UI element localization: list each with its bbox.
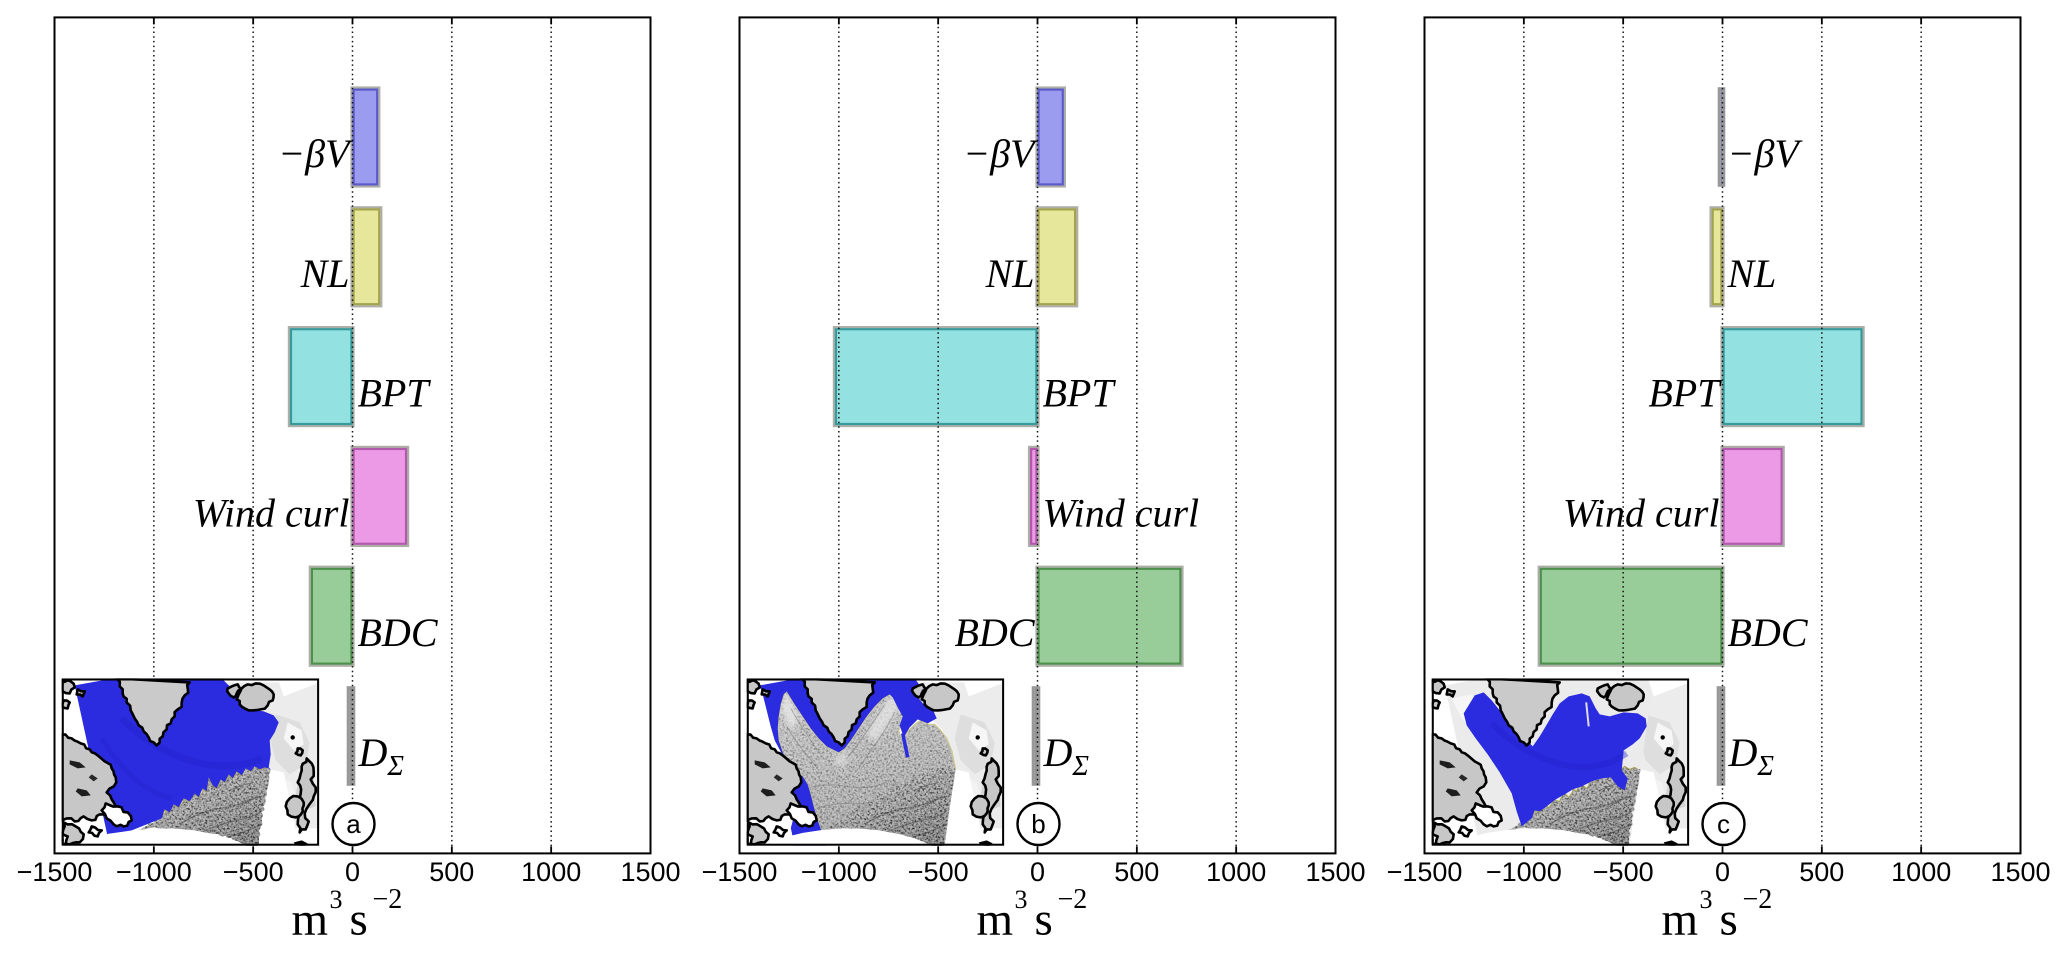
svg-text:−500: −500 (223, 857, 284, 887)
svg-text:m3s−2: m3 s −2 (977, 884, 1088, 945)
svg-text:BPT: BPT (1648, 371, 1722, 416)
svg-text:m3s−2: m3 s −2 (292, 884, 403, 945)
svg-text:−1500: −1500 (1387, 857, 1463, 887)
svg-text:BPT: BPT (358, 371, 432, 416)
svg-text:1500: 1500 (620, 857, 680, 887)
svg-text:−βV: −βV (278, 131, 354, 176)
svg-text:1500: 1500 (1990, 857, 2050, 887)
svg-text:BPT: BPT (1043, 371, 1117, 416)
svg-text:1000: 1000 (1206, 857, 1266, 887)
svg-text:500: 500 (1799, 857, 1844, 887)
svg-text:c: c (1717, 809, 1730, 839)
svg-text:Wind curl: Wind curl (1563, 490, 1720, 535)
svg-text:b: b (1031, 809, 1045, 839)
svg-text:−1000: −1000 (1486, 857, 1562, 887)
svg-text:1000: 1000 (1891, 857, 1951, 887)
svg-text:Wind curl: Wind curl (193, 490, 350, 535)
svg-text:Wind curl: Wind curl (1043, 490, 1200, 535)
svg-text:0: 0 (1715, 857, 1730, 887)
svg-text:0: 0 (1030, 857, 1045, 887)
svg-text:−1000: −1000 (116, 857, 192, 887)
svg-text:NL: NL (985, 251, 1035, 296)
svg-text:−1000: −1000 (801, 857, 877, 887)
svg-text:NL: NL (300, 251, 350, 296)
svg-text:BDC: BDC (1728, 610, 1809, 655)
svg-text:DΣ: DΣ (358, 730, 405, 782)
svg-text:0: 0 (345, 857, 360, 887)
svg-text:−βV: −βV (1728, 131, 1804, 176)
svg-text:1000: 1000 (521, 857, 581, 887)
svg-text:m3s−2: m3 s −2 (1662, 884, 1773, 945)
svg-text:−500: −500 (908, 857, 969, 887)
svg-text:NL: NL (1727, 251, 1777, 296)
svg-text:−1500: −1500 (17, 857, 93, 887)
svg-text:−βV: −βV (963, 131, 1039, 176)
svg-text:1500: 1500 (1305, 857, 1365, 887)
svg-text:BDC: BDC (955, 610, 1036, 655)
svg-text:500: 500 (429, 857, 474, 887)
svg-text:a: a (346, 809, 361, 839)
svg-text:500: 500 (1114, 857, 1159, 887)
svg-text:−500: −500 (1593, 857, 1654, 887)
svg-text:BDC: BDC (358, 610, 439, 655)
svg-text:−1500: −1500 (702, 857, 778, 887)
